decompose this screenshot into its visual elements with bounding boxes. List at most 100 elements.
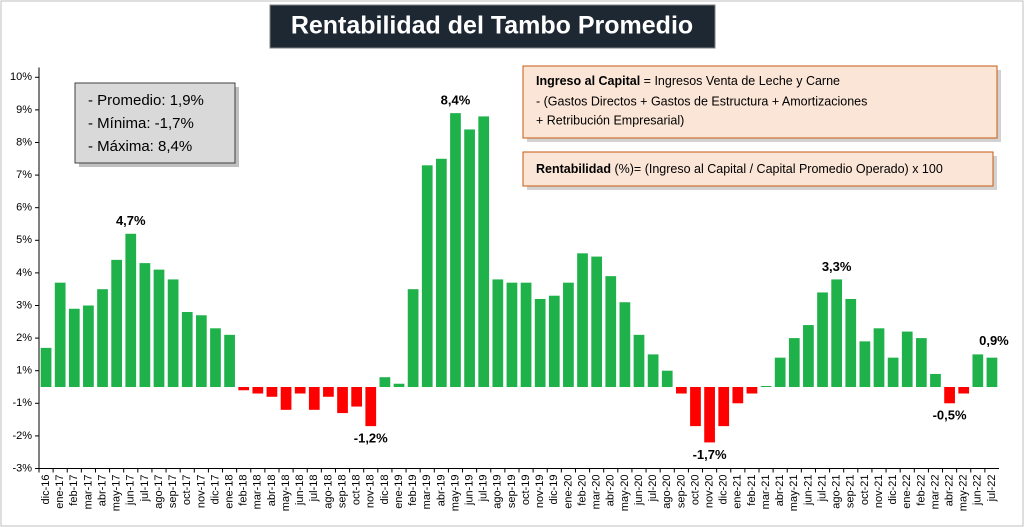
value-label: 8,4% [441,93,471,108]
stat-text: - Promedio: 1,9% [88,92,204,109]
bar [577,253,588,387]
definition-text: Rentabilidad (%)= (Ingreso al Capital / … [536,162,943,176]
x-tick-label: sep-20 [675,475,687,509]
bar [97,289,108,387]
bar [54,282,66,387]
chart-title: Rentabilidad del Tambo Promedio [291,12,693,40]
x-tick-label: oct-18 [351,475,363,506]
bar [464,129,475,387]
x-tick-label: jul-20 [647,475,659,503]
x-tick-label: abr-21 [774,475,786,507]
x-tick-label: jul-18 [308,475,320,503]
x-tick-label: ago-19 [492,475,504,509]
x-tick-label: ene-21 [732,475,744,509]
value-label: 4,7% [116,213,146,228]
x-tick-label: jul-22 [986,475,998,503]
x-tick-label: ago-20 [661,475,673,509]
x-tick-label: ago-21 [831,475,843,509]
y-tick-label: -1% [12,397,32,409]
x-tick-label: mar-22 [929,475,941,510]
bar [478,116,490,387]
bar [803,325,814,387]
value-label: 0,9% [979,333,1009,348]
y-tick-label: 4% [16,267,32,279]
x-tick-label: sep-19 [506,475,518,509]
bar [167,279,179,387]
x-tick-label: oct-17 [181,475,193,506]
y-tick-label: 6% [16,202,32,214]
bar [224,334,235,387]
x-tick-label: ene-18 [223,475,235,509]
x-tick-label: nov-20 [703,475,715,509]
y-tick-label: 2% [16,332,32,344]
bar [40,347,52,387]
definition-line: (%)= (Ingreso al Capital / Capital Prome… [611,162,943,176]
bar [619,302,631,387]
bar [181,312,193,387]
x-tick-label: dic-16 [40,475,52,505]
bar [661,370,673,387]
value-label: -1,7% [693,447,727,462]
x-tick-label: ene-17 [54,475,66,509]
x-tick-label: may-21 [788,475,800,512]
x-tick-label: nov-19 [534,475,546,509]
x-tick-label: ene-22 [901,475,913,509]
title-box [269,4,716,49]
x-tick-label: jun-22 [972,475,984,507]
bar [421,165,433,387]
bar [210,328,221,387]
bar [958,386,970,394]
x-tick-label: dic-20 [718,475,730,505]
bar [153,269,165,387]
x-tick-label: may-22 [958,475,970,512]
bar [506,282,518,387]
bar [379,377,391,387]
x-tick-label: nov-17 [195,475,207,509]
x-tick-label: mar-19 [421,475,433,510]
bar [68,308,80,387]
bar [252,386,264,394]
definition-term: Ingreso al Capital [536,74,640,88]
bar [817,292,828,387]
bar [774,357,786,387]
x-tick-label: ene-19 [393,475,405,509]
bar [887,357,899,387]
x-tick-label: dic-18 [379,475,391,505]
bar [492,279,504,387]
bar [972,354,984,387]
x-tick-label: abr-18 [266,475,278,507]
bar [944,386,955,404]
bar [915,338,927,387]
bar [675,386,687,394]
bar [125,233,137,387]
x-tick-label: nov-18 [365,475,377,509]
bar [732,386,744,404]
x-tick-label: abr-20 [605,475,617,507]
bar [718,386,730,427]
bar [337,386,348,414]
bar [986,357,998,387]
bar [831,279,843,387]
x-tick-label: abr-17 [96,475,108,507]
y-tick-label: 8% [16,136,32,148]
x-tick-label: feb-17 [68,475,80,506]
value-label: 3,3% [822,259,852,274]
x-tick-label: jun-17 [125,475,137,507]
bar [873,328,885,387]
definition-box [522,151,994,187]
bar [83,305,94,387]
bar [859,341,871,387]
x-tick-label: mar-17 [82,475,94,510]
value-label: -0,5% [933,408,967,423]
bar [450,113,461,387]
bar [605,276,617,387]
x-tick-label: ago-18 [322,475,334,509]
y-tick-label: 1% [16,365,32,377]
y-tick-label: 10% [10,71,32,83]
bar [195,315,207,387]
x-tick-label: feb-20 [576,475,588,506]
x-tick-label: oct-21 [859,475,871,506]
bar [647,354,659,387]
x-tick-label: abr-19 [435,475,447,507]
